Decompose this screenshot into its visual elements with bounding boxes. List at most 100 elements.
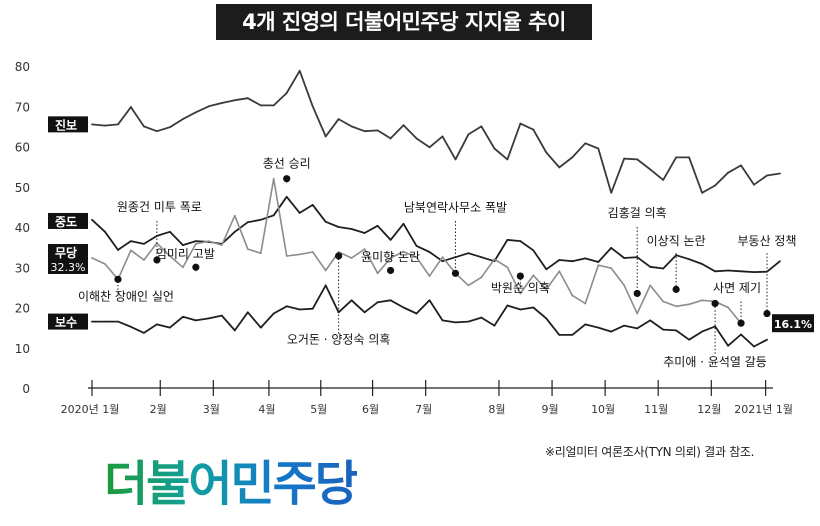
data-point-nonpartisan [506,266,509,269]
x-tick-label: 9월 [541,403,558,416]
series-label-conservative: 보수 [48,313,88,330]
data-point-moderate [168,230,171,233]
data-point-conservative [688,338,691,341]
data-point-conservative [130,325,132,328]
series-label-progressive: 진보 [48,116,88,133]
data-point-nonpartisan [233,214,236,217]
data-point-progressive [350,125,353,128]
data-point-conservative [285,305,288,308]
data-point-progressive [766,174,768,177]
data-point-progressive [714,184,716,187]
data-point-nonpartisan [493,258,496,261]
data-point-nonpartisan [402,250,405,253]
data-point-nonpartisan [389,257,392,259]
data-point-nonpartisan [285,255,288,257]
data-point-progressive [272,104,275,107]
data-point-conservative [753,345,755,348]
data-point-conservative [168,326,171,329]
data-point-moderate [337,226,340,228]
data-point-moderate [402,222,405,225]
data-point-progressive [675,156,678,159]
event-label: 이해찬 장애인 실언 [78,288,174,303]
data-point-conservative [467,320,470,323]
data-point-progressive [727,171,729,174]
data-point-progressive [220,102,223,104]
data-point-nonpartisan [220,244,223,247]
data-point-moderate [688,258,691,261]
data-point-moderate [753,271,755,273]
series-label-box [48,212,88,229]
data-point-nonpartisan [649,284,652,287]
data-point-progressive [701,191,703,194]
event-marker [192,263,200,271]
data-point-conservative [233,329,236,332]
event-marker [335,252,343,260]
data-point-nonpartisan [350,257,353,259]
event-label: 남북연락사무소 폭발 [404,201,507,215]
data-point-progressive [571,156,574,159]
series-label-text: 무당 [55,245,77,260]
data-point-moderate [675,254,678,257]
data-point-conservative [610,330,613,333]
series-label-moderate: 중도 [48,212,88,229]
data-point-moderate [181,244,184,247]
event-marker [633,289,641,298]
data-point-progressive [779,172,781,175]
data-point-nonpartisan [688,303,691,306]
event-label: 임미리 고발 [156,247,215,261]
data-point-nonpartisan [259,252,262,255]
data-point-nonpartisan [130,249,132,252]
x-tick-label: 3월 [203,403,220,416]
data-point-conservative [428,299,431,302]
event-label: 부동산 정책 [737,233,796,248]
data-point-progressive [207,105,210,108]
data-point-conservative [91,320,93,323]
data-point-conservative [714,325,716,328]
data-point-conservative [532,306,535,309]
data-point-moderate [246,221,249,224]
x-tick-label: 4월 [258,403,275,416]
data-point-progressive [376,129,379,132]
data-point-moderate [610,247,613,249]
data-point-progressive [506,158,509,161]
y-tick-label: 20 [15,302,30,316]
data-point-nonpartisan [298,253,301,256]
data-point-moderate [662,267,665,270]
source-note: ※리얼미터 여론조사(TYN 의뢰) 결과 참조. [545,445,755,459]
data-point-moderate [636,256,639,259]
data-point-progressive [389,137,392,140]
data-point-progressive [519,122,522,125]
data-point-moderate [649,265,652,268]
data-point-moderate [143,243,145,245]
data-point-moderate [506,238,509,241]
data-point-moderate [91,218,93,221]
data-point-conservative [272,312,275,315]
data-point-conservative [181,315,184,318]
data-point-nonpartisan [168,255,171,257]
x-tick-label: 6월 [362,403,379,416]
data-point-moderate [272,214,275,217]
data-point-progressive [324,135,327,138]
data-point-conservative [493,324,496,327]
data-point-moderate [701,263,703,265]
data-point-progressive [233,99,236,102]
event-marker [516,272,524,280]
data-point-moderate [480,256,483,259]
data-point-nonpartisan [207,240,210,242]
data-point-moderate [519,240,522,242]
event-label: 총선 승리 [263,156,311,170]
data-point-nonpartisan [143,259,145,261]
series-label-text: 보수 [55,316,77,330]
data-point-conservative [402,306,405,309]
data-point-nonpartisan [545,288,548,291]
data-point-progressive [415,137,418,140]
data-point-progressive [285,92,288,94]
data-point-conservative [324,284,327,287]
data-point-nonpartisan [532,274,535,277]
data-point-nonpartisan [610,267,613,269]
x-tick-label: 8월 [488,403,505,416]
data-point-nonpartisan [194,243,197,245]
data-point-nonpartisan [376,272,379,275]
event-label: 오거돈 · 양정숙 의혹 [287,333,391,347]
